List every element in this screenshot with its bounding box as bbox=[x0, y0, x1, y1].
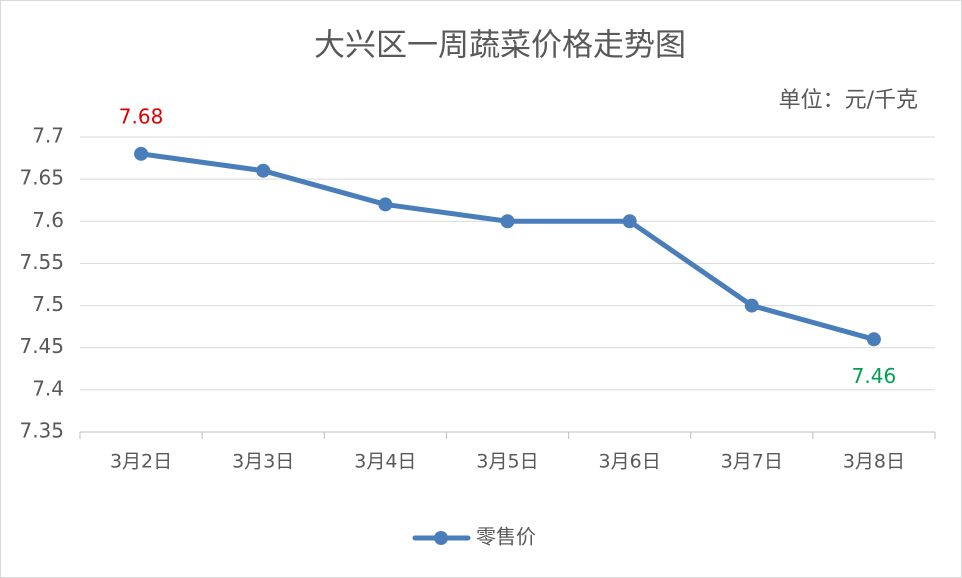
marker bbox=[500, 214, 515, 229]
marker bbox=[378, 197, 393, 212]
unit-label: 单位：元/千克 bbox=[779, 88, 918, 113]
y-tick-label: 7.35 bbox=[19, 419, 64, 443]
marker bbox=[744, 298, 759, 313]
x-tick-label: 3月5日 bbox=[476, 451, 538, 473]
x-tick-label: 3月6日 bbox=[599, 451, 661, 473]
y-tick-label: 7.5 bbox=[32, 292, 64, 316]
marker bbox=[866, 332, 881, 347]
legend-label: 零售价 bbox=[476, 525, 536, 549]
data-label: 7.68 bbox=[119, 104, 164, 128]
x-tick-label: 3月4日 bbox=[354, 451, 416, 473]
y-tick-label: 7.55 bbox=[19, 250, 64, 274]
x-tick-label: 3月7日 bbox=[721, 451, 783, 473]
y-tick-label: 7.6 bbox=[32, 208, 64, 232]
x-tick-label: 3月2日 bbox=[110, 451, 172, 473]
legend-marker bbox=[434, 531, 448, 545]
data-label: 7.46 bbox=[852, 364, 897, 388]
y-tick-label: 7.4 bbox=[32, 376, 64, 400]
x-tick-label: 3月8日 bbox=[843, 451, 905, 473]
y-tick-label: 7.65 bbox=[19, 166, 64, 190]
chart-title: 大兴区一周蔬菜价格走势图 bbox=[314, 28, 686, 64]
marker bbox=[134, 146, 149, 161]
y-tick-label: 7.45 bbox=[19, 334, 64, 358]
marker bbox=[622, 214, 637, 229]
x-tick-label: 3月3日 bbox=[232, 451, 294, 473]
y-tick-label: 7.7 bbox=[32, 124, 64, 148]
marker bbox=[256, 163, 271, 178]
